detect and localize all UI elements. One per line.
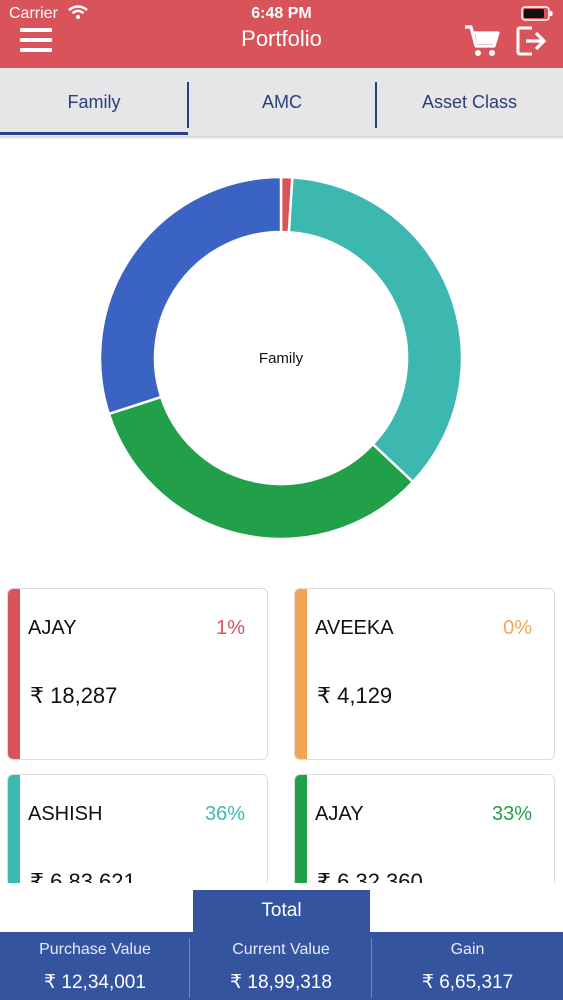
footer-divider: [371, 938, 372, 998]
purchase-value-label: Purchase Value: [39, 941, 151, 958]
purchase-value-section: Purchase Value ₹ 12,34,001: [0, 932, 190, 1000]
card-color-bar: [295, 589, 307, 759]
wifi-icon: [68, 5, 88, 24]
tab-bar-shadow: [0, 136, 563, 140]
card-member-name: AVEEKA: [315, 617, 394, 639]
status-bar: Carrier 6:48 PM: [0, 0, 563, 28]
member-card-aveeka[interactable]: AVEEKA 0% ₹ 4,129: [294, 588, 555, 760]
card-percent: 1%: [216, 617, 245, 639]
purchase-value-amount: ₹ 12,34,001: [44, 972, 146, 993]
gain-section: Gain ₹ 6,65,317: [372, 932, 563, 1000]
totals-footer: Purchase Value ₹ 12,34,001 Current Value…: [0, 932, 563, 1000]
gain-amount: ₹ 6,65,317: [421, 972, 514, 993]
member-card-ajay-2[interactable]: AJAY 33% ₹ 6,32,360: [294, 774, 555, 883]
tab-family[interactable]: Family: [67, 92, 121, 112]
tab-divider: [187, 82, 189, 128]
status-time: 6:48 PM: [251, 5, 312, 22]
hamburger-menu-icon[interactable]: [20, 28, 52, 56]
donut-slice-2[interactable]: [287, 176, 464, 484]
donut-chart-svg: Family: [98, 175, 464, 541]
card-amount: ₹ 6,83,621: [30, 869, 136, 883]
card-color-bar: [8, 589, 20, 759]
battery-icon: [521, 6, 553, 26]
member-card-ajay[interactable]: AJAY 1% ₹ 18,287: [7, 588, 268, 760]
donut-slice-3[interactable]: [107, 395, 415, 541]
card-member-name: AJAY: [28, 617, 77, 639]
family-donut-chart: Family: [81, 158, 481, 558]
footer-divider: [189, 938, 190, 998]
donut-slice-4[interactable]: [98, 175, 283, 416]
card-amount: ₹ 18,287: [30, 683, 118, 708]
card-member-name: AJAY: [315, 803, 364, 825]
page-title: Portfolio: [241, 26, 322, 51]
card-member-name: ASHISH: [28, 803, 103, 825]
card-amount: ₹ 4,129: [317, 683, 393, 708]
total-label: Total: [193, 890, 370, 932]
current-value-label: Current Value: [232, 941, 330, 958]
gain-label: Gain: [450, 941, 485, 958]
tab-asset-class[interactable]: Asset Class: [421, 92, 518, 112]
selected-tab-indicator: [0, 132, 188, 135]
current-value-section: Current Value ₹ 18,99,318: [190, 932, 372, 1000]
card-percent: 33%: [491, 803, 532, 825]
card-amount: ₹ 6,32,360: [317, 869, 423, 883]
carrier-label: Carrier: [9, 5, 58, 22]
card-percent: 36%: [204, 803, 245, 825]
card-color-bar: [295, 775, 307, 883]
member-cards: AJAY 1% ₹ 18,287 AVEEKA 0% ₹ 4,129 ASHIS…: [0, 585, 563, 883]
tab-divider: [375, 82, 377, 128]
card-color-bar: [8, 775, 20, 883]
current-value-amount: ₹ 18,99,318: [230, 972, 332, 993]
logout-icon[interactable]: [516, 25, 548, 62]
member-card-ashish[interactable]: ASHISH 36% ₹ 6,83,621: [7, 774, 268, 883]
cart-icon[interactable]: [464, 24, 500, 63]
tab-amc[interactable]: AMC: [262, 92, 302, 112]
chart-center-label: Family: [259, 350, 304, 367]
tab-bar: Family AMC Asset Class: [0, 68, 563, 136]
app-header: Carrier 6:48 PM Portfolio: [0, 0, 563, 68]
card-percent: 0%: [503, 617, 532, 639]
